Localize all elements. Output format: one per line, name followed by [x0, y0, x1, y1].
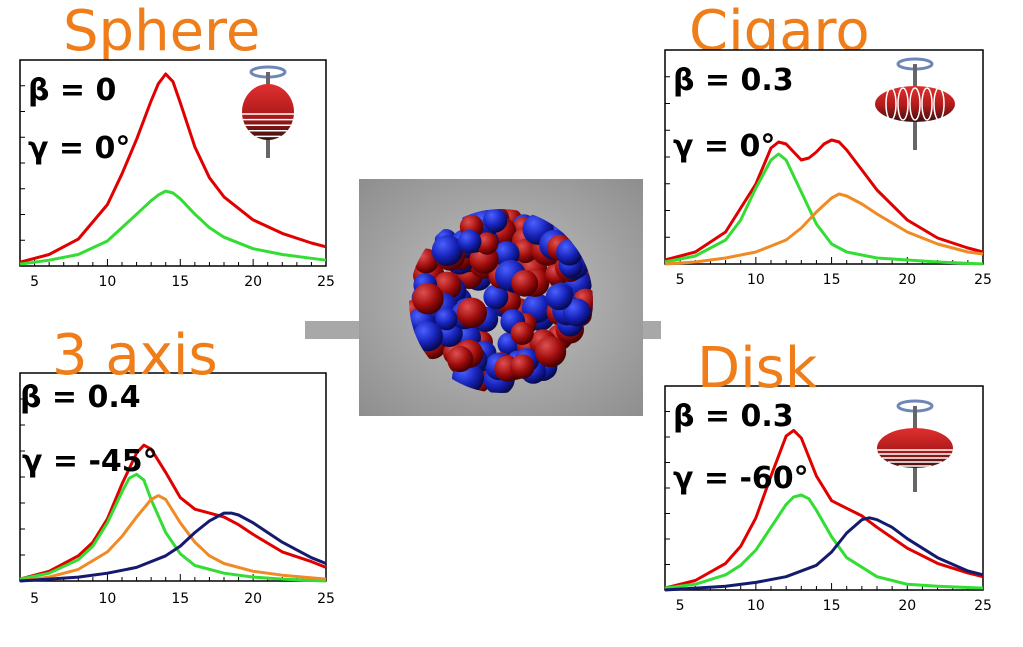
x-tick-label: 10	[747, 598, 765, 614]
x-tick-label: 20	[244, 274, 262, 290]
x-tick-label: 20	[244, 591, 262, 607]
left-connector-bar	[305, 321, 361, 339]
neutron-sphere	[562, 298, 591, 327]
x-tick-label: 15	[823, 272, 841, 288]
proton-sphere	[511, 269, 539, 297]
x-tick-label: 5	[30, 274, 39, 290]
x-tick-label: 25	[974, 272, 992, 288]
series-line-1	[664, 493, 984, 590]
disk-title: Disk	[697, 336, 818, 401]
triaxial-title: 3 axis	[52, 323, 218, 388]
series-line-0	[664, 428, 984, 590]
sphere-chart: 5 10 15 20 25 β = 0 γ = 0°	[19, 59, 335, 290]
proton-sphere	[510, 321, 534, 345]
x-tick-label: 10	[99, 591, 117, 607]
nucleon-cluster	[409, 209, 593, 393]
plot-frame	[664, 49, 984, 265]
series-line-1	[19, 472, 327, 583]
series-line-2	[664, 192, 984, 266]
neutron-sphere	[457, 229, 482, 254]
neutron-sphere	[431, 235, 463, 267]
x-tick-label: 15	[823, 598, 841, 614]
spherical-nucleus-icon	[242, 65, 294, 158]
x-tick-label: 20	[898, 272, 916, 288]
neutron-sphere	[413, 321, 443, 352]
beta-label: β = 0.3	[673, 399, 794, 434]
x-tick-label: 10	[747, 272, 765, 288]
beta-label: β = 0.3	[673, 63, 794, 98]
cigar-chart: 5 10 15 20 25 β = 0.3 γ = 0°	[664, 49, 992, 288]
beta-label: β = 0.4	[20, 380, 141, 415]
x-tick-label: 20	[898, 598, 916, 614]
proton-sphere	[412, 283, 444, 315]
proton-sphere	[510, 354, 535, 379]
x-tick-label: 5	[676, 272, 685, 288]
proton-sphere	[447, 345, 474, 373]
x-tick-label: 5	[30, 591, 39, 607]
proton-sphere	[475, 232, 499, 255]
neutron-sphere	[483, 209, 508, 233]
nucleus-image	[359, 179, 643, 416]
series-line-0	[664, 138, 984, 262]
x-tick-label: 5	[676, 598, 685, 614]
x-tick-label: 15	[171, 274, 189, 290]
x-tick-label: 15	[171, 591, 189, 607]
series-line-0	[19, 72, 327, 264]
gamma-label: γ = -45°	[22, 444, 158, 479]
gamma-label: γ = 0°	[673, 129, 775, 164]
series-line-3	[19, 511, 327, 583]
x-tick-label: 25	[974, 598, 992, 614]
neutron-sphere	[483, 284, 509, 310]
triaxial-chart: 5 10 15 20 25 β = 0.4 γ = -45°	[19, 372, 335, 607]
right-connector-bar	[641, 321, 661, 339]
x-tick-label: 25	[317, 591, 335, 607]
neutron-sphere	[435, 307, 458, 331]
neutron-sphere	[545, 283, 573, 311]
series-line-0	[19, 443, 327, 581]
prolate-nucleus-icon	[875, 57, 955, 150]
series-line-1	[664, 152, 984, 266]
disk-chart: 5 10 15 20 25 β = 0.3 γ = -60°	[664, 385, 992, 614]
beta-label: β = 0	[28, 73, 116, 108]
x-tick-label: 25	[317, 274, 335, 290]
x-tick-label: 10	[99, 274, 117, 290]
proton-sphere	[456, 297, 487, 328]
gamma-label: γ = -60°	[673, 461, 809, 496]
gamma-label: γ = 0°	[28, 131, 130, 166]
series-line-1	[19, 189, 327, 266]
series-line-2	[664, 516, 984, 592]
proton-sphere	[535, 336, 567, 368]
oblate-nucleus-icon	[877, 399, 953, 492]
series-line-2	[19, 494, 327, 583]
sphere-title: Sphere	[63, 0, 261, 64]
